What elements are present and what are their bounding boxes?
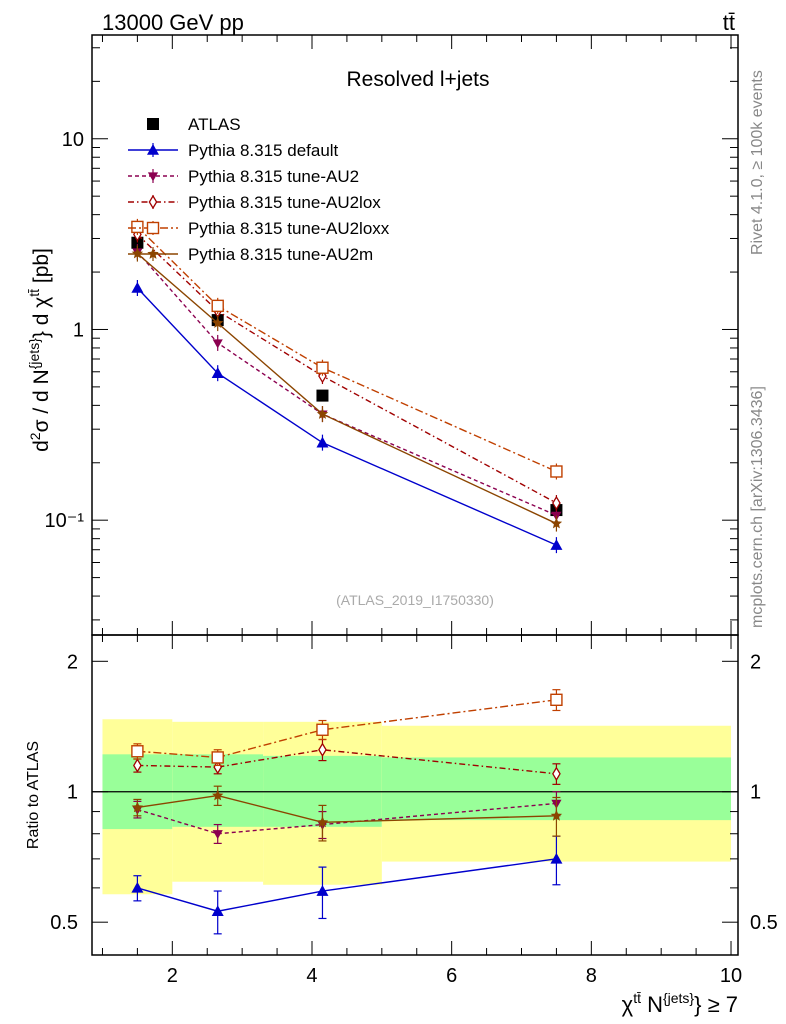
ratio-series — [131, 689, 563, 935]
ratio-bands — [92, 719, 738, 895]
main-line-3 — [136, 233, 557, 504]
ratio-line-2 — [137, 802, 557, 835]
main-point-1-0 — [131, 281, 144, 293]
ratio-point-1-3 — [550, 852, 563, 864]
side-label-top: Rivet 4.1.0, ≥ 100k events — [749, 70, 766, 255]
main-point-0-2 — [316, 389, 329, 402]
main-point-1-3 — [550, 539, 563, 550]
legend: ATLAS Pythia 8.315 default Pythia 8.315 tu… — [128, 115, 390, 264]
legend-marker-0 — [147, 118, 159, 130]
ratio-y-tick-label-right-1: 1 — [750, 782, 761, 804]
watermark: (ATLAS_2019_I1750330) — [336, 592, 494, 608]
legend-marker-5 — [147, 248, 159, 259]
ratio-point-4-3 — [550, 693, 563, 706]
main-point-4-3 — [550, 465, 563, 478]
ratio-point-1-0 — [131, 881, 144, 893]
main-point-5-2 — [316, 408, 329, 419]
legend-label-2: Pythia 8.315 tune-AU2 — [188, 167, 359, 186]
axes: 2 4 6 8 10 10 1 10⁻¹ 2 2 1 1 0.5 0.5 — [45, 34, 778, 987]
ratio-frame — [91, 634, 739, 956]
legend-label-3: Pythia 8.315 tune-AU2lox — [188, 193, 381, 212]
main-line-1 — [136, 287, 557, 546]
x-axis-label: χtt̄ N{jets}} ≥ 7 — [622, 990, 738, 1017]
ratio-line-4 — [137, 699, 557, 759]
ratio-point-5-1 — [212, 789, 224, 801]
header-left: 13000 GeV pp — [102, 10, 244, 35]
main-y-axis-label: d2σ / d N{jets}} d χtt̄ [pb] — [26, 248, 53, 452]
ratio-y-tick-label-2: 0.5 — [50, 912, 78, 934]
ratio-y-tick-label-0: 2 — [67, 651, 78, 673]
ratio-point-5-0 — [131, 801, 144, 813]
main-y-tick-label-1: 1 — [73, 319, 84, 341]
x-tick-label-4: 10 — [720, 965, 742, 987]
x-tick-label-2: 6 — [446, 965, 457, 987]
legend-marker-3 — [148, 194, 158, 210]
ratio-y-axis-label: Ratio to ATLAS — [25, 741, 42, 849]
main-point-1-1 — [211, 367, 224, 378]
ratio-point-5-2 — [316, 816, 329, 828]
main-point-4-2 — [316, 361, 329, 374]
ratio-point-3-0 — [133, 758, 142, 773]
chart-title: Resolved l+jets — [347, 68, 490, 91]
side-label-bottom: mcplots.cern.ch [arXiv:1306.3436] — [749, 386, 766, 628]
main-line-5 — [136, 253, 557, 525]
ratio-point-2-1 — [212, 830, 223, 840]
ratio-point-4-0 — [131, 745, 144, 758]
legend-label-0: ATLAS — [188, 115, 241, 134]
main-point-2-1 — [212, 339, 223, 349]
ratio-point-3-3 — [552, 766, 561, 782]
ratio-point-5-3 — [550, 809, 563, 821]
ratio-y-tick-label-right-2: 0.5 — [750, 912, 778, 934]
main-point-3-3 — [552, 495, 561, 511]
main-point-1-2 — [316, 436, 329, 448]
ratio-line-5 — [137, 794, 557, 824]
legend-label-1: Pythia 8.315 default — [188, 141, 339, 160]
ratio-y-tick-label-right-0: 2 — [750, 651, 761, 673]
main-point-4-0 — [131, 220, 144, 234]
main-point-4-1 — [211, 299, 224, 313]
ratio-point-4-1 — [211, 751, 224, 764]
main-y-tick-label-0: 10 — [62, 129, 84, 151]
main-y-tick-label-2: 10⁻¹ — [45, 510, 85, 532]
ratio-y-tick-label-1: 1 — [67, 782, 78, 804]
main-series — [131, 218, 563, 554]
x-tick-label-0: 2 — [167, 965, 178, 987]
legend-marker-1 — [147, 144, 159, 155]
legend-marker-4 — [146, 221, 160, 235]
header-right: tt̄ — [723, 10, 735, 35]
main-line-2 — [136, 251, 557, 516]
ratio-point-1-1 — [211, 905, 224, 917]
main-point-5-3 — [550, 517, 563, 529]
ratio-line-1 — [137, 858, 557, 912]
x-tick-label-3: 8 — [586, 965, 597, 987]
legend-label-5: Pythia 8.315 tune-AU2m — [188, 245, 373, 264]
legend-marker-2 — [147, 172, 159, 182]
ratio-point-3-2 — [318, 742, 327, 758]
x-tick-label-1: 4 — [306, 965, 317, 987]
ratio-point-4-2 — [316, 723, 329, 736]
main-point-5-1 — [212, 317, 224, 328]
ratio-point-1-2 — [316, 885, 329, 896]
main-point-0-0 — [131, 236, 144, 249]
main-point-5-0 — [131, 247, 144, 259]
legend-label-4: Pythia 8.315 tune-AU2loxx — [188, 219, 390, 238]
